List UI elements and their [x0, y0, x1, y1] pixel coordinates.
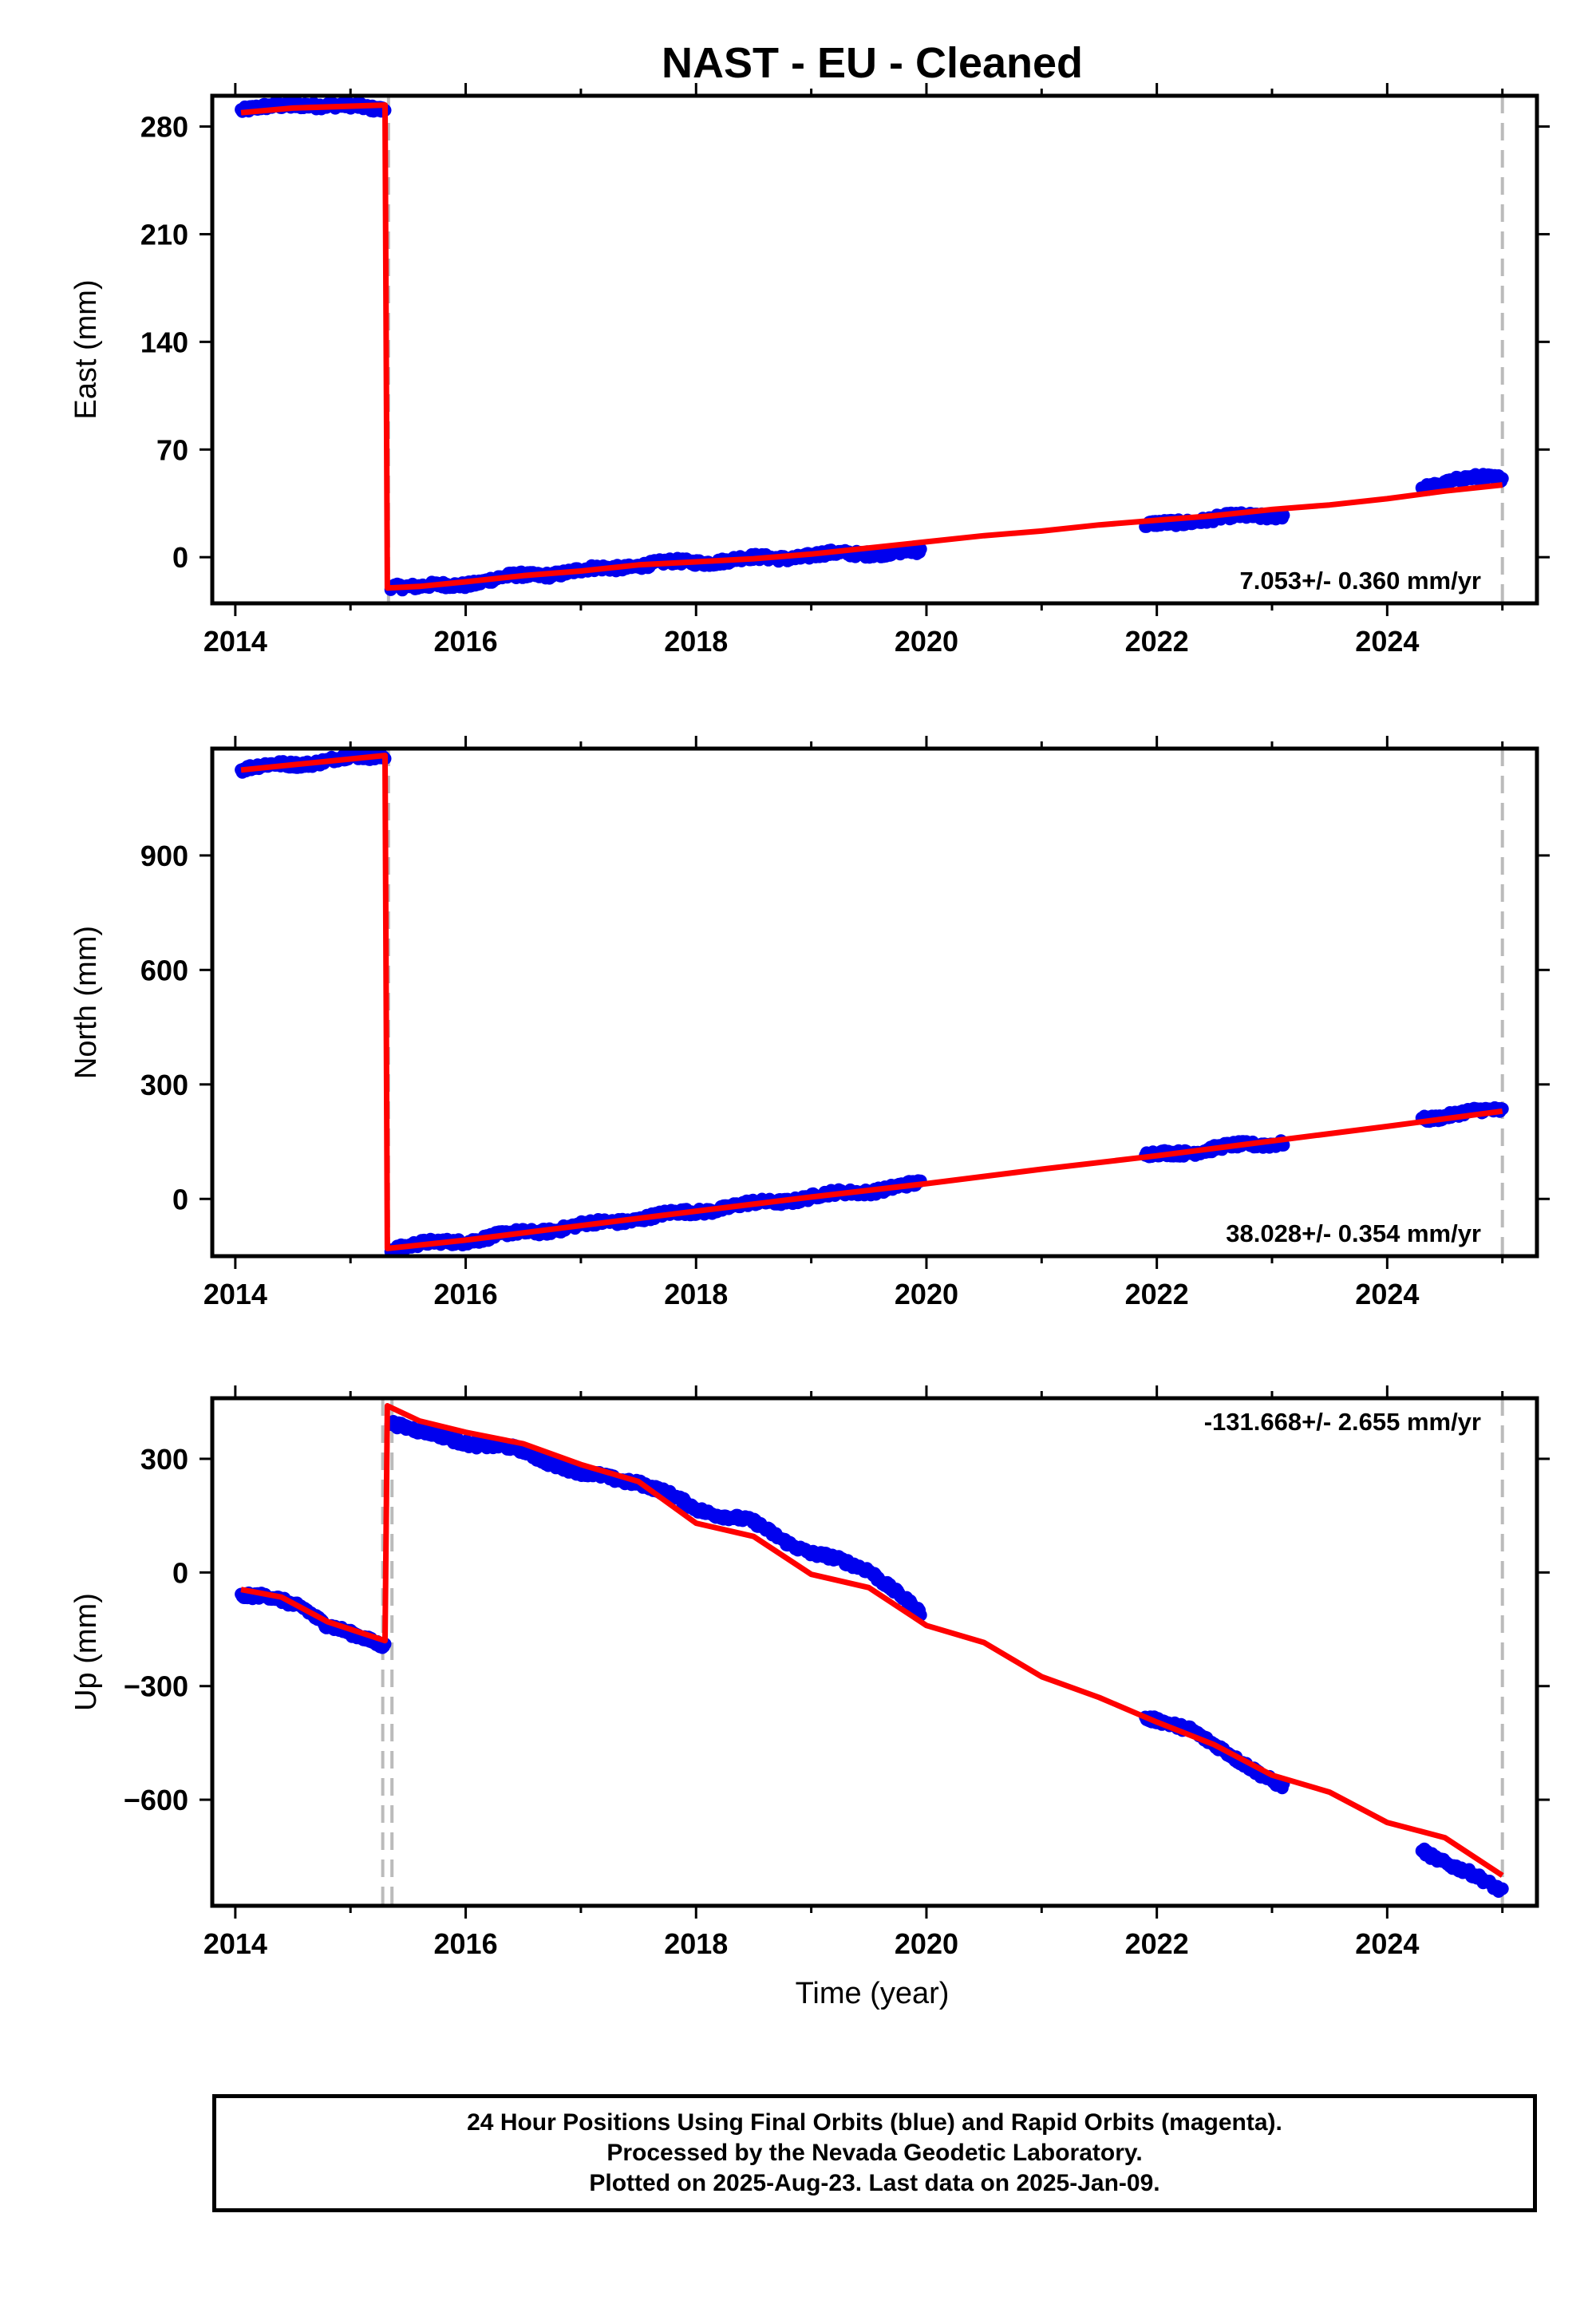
data-points — [235, 749, 1509, 1256]
caption-line-1: 24 Hour Positions Using Final Orbits (bl… — [467, 2109, 1282, 2136]
panel-frame — [210, 746, 1539, 1259]
x-tick-label: 2024 — [1355, 1278, 1419, 1310]
y-tick-label: 0 — [172, 1183, 188, 1215]
caption-box: 24 Hour Positions Using Final Orbits (bl… — [212, 2094, 1537, 2212]
x-tick-label: 2018 — [664, 625, 728, 658]
figure-title: NAST - EU - Cleaned — [662, 39, 1083, 87]
y-tick-label: 0 — [172, 1556, 188, 1589]
y-tick-label: 300 — [140, 1069, 188, 1101]
up-panel: 2014 2016 2018 2020 2022 2024 −600 −300 0 300 Up (… — [69, 1385, 1550, 1960]
x-tick-label: 2022 — [1125, 1278, 1189, 1310]
x-tick-label: 2016 — [434, 1927, 498, 1960]
data-point — [1495, 1882, 1509, 1895]
x-tick-label: 2020 — [895, 625, 958, 658]
x-tick-label: 2014 — [203, 1927, 267, 1960]
panel-frame — [210, 93, 1539, 606]
plot-area — [235, 749, 1509, 1256]
x-tick-label: 2024 — [1355, 1927, 1419, 1960]
y-axis-label: Up (mm) — [69, 1593, 103, 1711]
x-tick-label: 2022 — [1125, 1927, 1189, 1960]
model-line — [240, 753, 1503, 1251]
y-tick-label: 70 — [156, 433, 188, 466]
x-tick-label: 2018 — [664, 1927, 728, 1960]
x-tick-label: 2020 — [895, 1927, 958, 1960]
x-tick-label: 2014 — [203, 625, 267, 658]
east-panel: 2014 2016 2018 2020 2022 2024 0 70 140 210 280 East… — [69, 83, 1550, 658]
panel-frame — [210, 1396, 1539, 1908]
model-line — [240, 1403, 1504, 1878]
y-tick-label: −300 — [124, 1670, 188, 1703]
data-points — [235, 96, 1509, 597]
north-panel: 2014 2016 2018 2020 2022 2024 0 300 600 900 North … — [69, 736, 1550, 1310]
model-line — [240, 102, 1503, 591]
x-tick-label: 2018 — [664, 1278, 728, 1310]
x-tick-label: 2016 — [434, 1278, 498, 1310]
velocity-label: 38.028+/- 0.354 mm/yr — [1226, 1219, 1481, 1247]
y-tick-label: 210 — [140, 218, 188, 251]
x-axis-label: Time (year) — [796, 1977, 950, 2010]
data-point — [914, 543, 927, 555]
x-tick-label: 2014 — [203, 1278, 267, 1310]
caption-line-3: Plotted on 2025-Aug-23. Last data on 202… — [589, 2170, 1160, 2196]
plot-area — [235, 96, 1509, 603]
plot-area — [235, 1398, 1509, 1906]
data-points — [235, 1415, 1509, 1898]
x-tick-label: 2024 — [1355, 625, 1419, 658]
data-point — [1277, 508, 1290, 522]
y-tick-label: −600 — [124, 1784, 188, 1816]
y-tick-label: 140 — [140, 326, 188, 358]
y-tick-label: 0 — [172, 541, 188, 574]
y-tick-label: 600 — [140, 954, 188, 986]
x-tick-label: 2022 — [1125, 625, 1189, 658]
y-tick-label: 280 — [140, 111, 188, 144]
y-tick-label: 900 — [140, 840, 188, 872]
y-tick-label: 300 — [140, 1443, 188, 1476]
x-tick-label: 2020 — [895, 1278, 958, 1310]
x-tick-label: 2016 — [434, 625, 498, 658]
y-axis-label: North (mm) — [69, 926, 103, 1079]
y-axis-label: East (mm) — [69, 279, 103, 419]
caption-line-2: Processed by the Nevada Geodetic Laborat… — [606, 2140, 1143, 2166]
velocity-label: 7.053+/- 0.360 mm/yr — [1240, 567, 1481, 595]
data-point — [1495, 472, 1509, 485]
velocity-label: -131.668+/- 2.655 mm/yr — [1204, 1408, 1481, 1436]
